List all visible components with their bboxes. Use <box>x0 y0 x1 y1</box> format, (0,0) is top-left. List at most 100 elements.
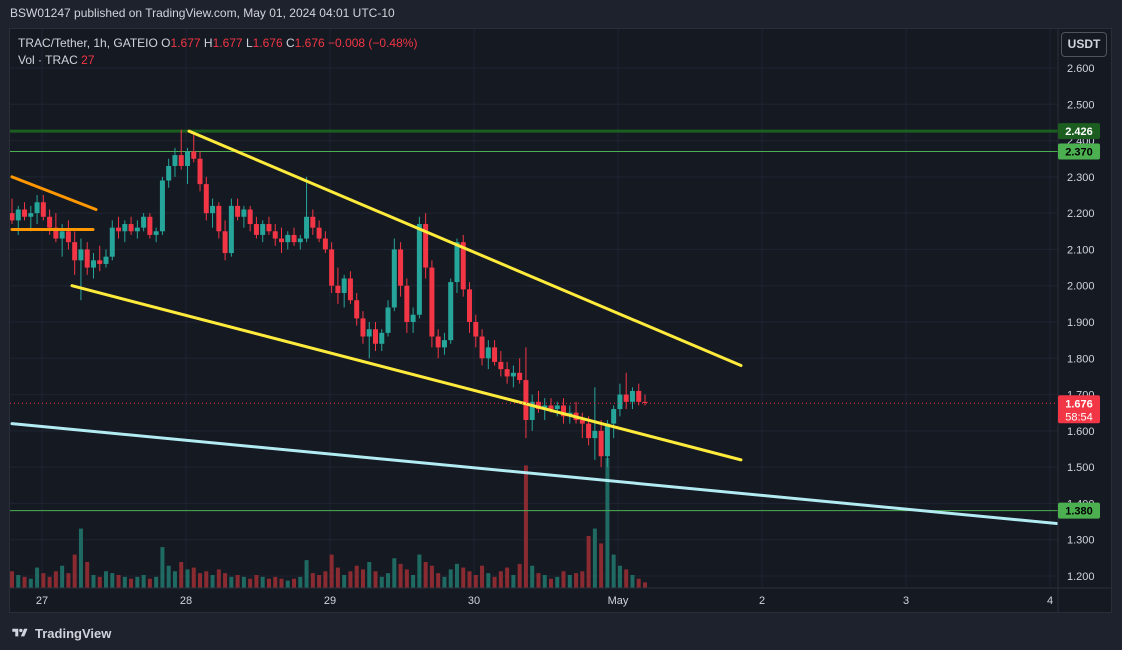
volume-bar <box>210 575 215 588</box>
last-price-tag <box>1058 395 1100 424</box>
candle-body <box>216 205 222 232</box>
price-tick-label: 2.500 <box>1067 99 1095 111</box>
volume-bar <box>229 576 234 588</box>
volume-bar <box>323 571 328 588</box>
volume-bar <box>78 528 83 588</box>
symbol-info[interactable]: TRAC/Tether, 1h, GATEIO <box>18 36 158 50</box>
volume-bar <box>480 565 485 588</box>
volume-bar <box>273 576 278 588</box>
volume-bar <box>630 575 635 588</box>
time-tick-label: 27 <box>36 595 48 607</box>
candle-body <box>22 209 28 217</box>
volume-bar <box>505 567 510 588</box>
volume-bar <box>523 465 528 588</box>
volume-bar <box>66 573 71 588</box>
volume-bar <box>354 565 359 588</box>
volume-bar <box>260 576 265 588</box>
volume-bar <box>567 575 572 588</box>
chart-pane[interactable] <box>9 28 1112 613</box>
candle-body <box>479 336 485 359</box>
candle-body <box>304 216 310 239</box>
trend-lines[interactable] <box>10 129 1074 526</box>
volume-bar <box>636 578 641 588</box>
open-label: O <box>161 36 171 50</box>
volume-bar <box>298 576 303 588</box>
horizontal-levels[interactable] <box>10 129 1058 512</box>
time-tick-label: 2 <box>759 595 765 607</box>
low-value: 1.676 <box>252 36 283 50</box>
volume-label[interactable]: Vol · TRAC <box>18 53 78 67</box>
candle-body <box>90 260 96 268</box>
candle-body <box>310 216 316 228</box>
candle-body <box>441 340 447 348</box>
volume-bar <box>411 575 416 588</box>
candle-body <box>184 151 190 166</box>
brand-name: TradingView <box>35 625 112 641</box>
candle-body <box>617 394 623 410</box>
price-tick-label: 1.600 <box>1067 426 1095 438</box>
candle-body <box>410 314 416 322</box>
volume-bar <box>511 575 516 588</box>
last-price-label: 1.676 <box>1065 398 1093 410</box>
volume-bar <box>47 576 52 588</box>
high-label: H <box>203 36 213 50</box>
price-tick-label: 2.100 <box>1067 244 1095 256</box>
candle-body <box>454 242 460 283</box>
volume-bar <box>329 554 334 588</box>
volume-bar <box>379 576 384 588</box>
candle-body <box>467 289 473 322</box>
candle-body <box>103 256 109 264</box>
grid-lines <box>10 29 1058 588</box>
bar-countdown-label: 58:54 <box>1065 411 1093 423</box>
volume-bar <box>16 575 21 588</box>
price-tick-label: 2.000 <box>1067 281 1095 293</box>
candle-body <box>548 405 554 410</box>
level-price-label: 1.380 <box>1065 506 1093 518</box>
time-tick-label: May <box>608 595 629 607</box>
candle-body <box>285 234 291 243</box>
candle-body <box>586 423 592 439</box>
candle-body <box>191 151 197 159</box>
candle-body <box>266 224 272 232</box>
volume-bar <box>454 563 459 588</box>
candle-body <box>366 329 372 337</box>
volume-bar <box>285 580 290 588</box>
volume-bar <box>643 582 647 588</box>
volume-bar <box>473 575 478 588</box>
volume-bar <box>97 576 102 588</box>
candle-body <box>517 372 523 381</box>
candle-body <box>247 209 253 225</box>
candle-body <box>97 260 103 264</box>
level-price-tag <box>1058 143 1100 160</box>
candle-body <box>329 249 335 286</box>
volume-bar <box>235 575 240 588</box>
candle-body <box>166 165 172 181</box>
level-price-tag <box>1058 123 1100 140</box>
price-tick-label: 1.900 <box>1067 317 1095 329</box>
candle-body <box>579 419 585 424</box>
volume-bar <box>592 528 597 588</box>
candle-body <box>592 430 598 439</box>
candle-body <box>598 430 604 457</box>
volume-bar <box>91 575 96 588</box>
volume-bar <box>599 543 604 588</box>
volume-bar <box>417 554 422 588</box>
footer-brand[interactable]: TradingView <box>10 624 111 642</box>
candle-body <box>636 390 642 402</box>
volume-bar <box>110 573 115 588</box>
currency-button[interactable]: USDT <box>1061 32 1107 57</box>
volume-bar <box>555 576 560 588</box>
volume-bar <box>373 571 378 588</box>
volume-bar <box>605 458 610 588</box>
price-tick-label: 1.300 <box>1067 535 1095 547</box>
time-axis[interactable]: 27 28 29 30 May 2 3 4 <box>36 595 1053 607</box>
trend-line-upper-yellow <box>187 129 743 368</box>
tradingview-logo-icon <box>12 628 28 637</box>
volume-bar <box>135 576 140 588</box>
candle-body <box>178 155 184 166</box>
candle-body <box>335 285 341 293</box>
candle-body <box>316 227 322 239</box>
candle-body <box>34 202 40 214</box>
